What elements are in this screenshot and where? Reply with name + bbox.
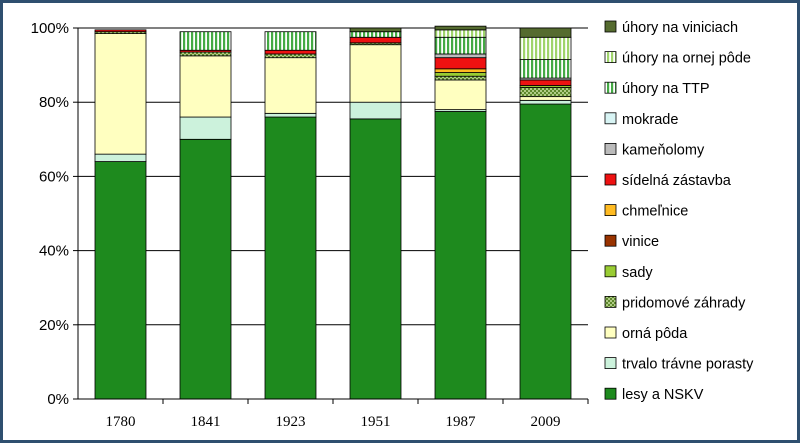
- x-tick-label: 1780: [106, 414, 136, 430]
- bar-segment-3-2009: [519, 86, 572, 98]
- legend-swatch: [604, 204, 617, 217]
- legend-swatch: [604, 387, 617, 400]
- x-tick-label: 1841: [191, 414, 221, 430]
- legend-swatch: [604, 326, 617, 339]
- y-tick-label: 100%: [31, 20, 69, 37]
- legend-swatch: [604, 142, 617, 155]
- bar-segment-3-1841: [179, 51, 232, 57]
- legend-label: vinice: [622, 234, 659, 250]
- bar-segment-0-1780: [94, 161, 147, 400]
- legend-swatch: [604, 265, 617, 278]
- y-tick-label: 80%: [39, 94, 69, 111]
- bar-segment-1-1841: [179, 116, 232, 140]
- bar-segment-12-1987: [434, 25, 487, 31]
- legend-swatch: [604, 295, 617, 308]
- bar-segment-1-1923: [264, 112, 317, 118]
- x-tick-label: 1987: [446, 414, 477, 430]
- bar-segment-10-1923: [264, 31, 317, 51]
- stacked-bar-chart: 0% 20% 40% 60% 80% 100% 1780 1841 1923 1951 1987 20…: [31, 20, 754, 430]
- bar-segment-3-1923: [264, 53, 317, 59]
- bar-segment-2-1923: [264, 57, 317, 114]
- legend: úhory na viniciach úhory na ornej pôde úho…: [604, 20, 754, 403]
- bar-segment-1-1951: [349, 101, 402, 120]
- bar-segment-10-1841: [179, 31, 232, 51]
- x-tick-label: 1951: [361, 414, 391, 430]
- bars: [94, 25, 572, 400]
- bar-segment-11-2009: [519, 36, 572, 60]
- bar-segment-11-1987: [434, 29, 487, 38]
- legend-label: trvalo trávne porasty: [622, 357, 754, 373]
- bar-segment-2-1841: [179, 55, 232, 118]
- legend-swatch: [604, 234, 617, 247]
- bar-segment-10-1987: [434, 36, 487, 55]
- y-tick-label: 40%: [39, 243, 69, 260]
- x-tick-label: 1923: [276, 414, 306, 430]
- bar-segment-7-1987: [434, 57, 487, 70]
- legend-label: orná pôda: [622, 326, 688, 342]
- bar-segment-7-2009: [519, 79, 572, 86]
- bar-segment-10-2009: [519, 59, 572, 79]
- bar-segment-1-1780: [94, 153, 147, 162]
- legend-label: chmeľnice: [622, 204, 688, 220]
- bar-segment-10-1951: [349, 31, 402, 38]
- bar-segment-0-1987: [434, 111, 487, 400]
- gridlines: [78, 27, 588, 326]
- bar-segment-0-1923: [264, 116, 317, 400]
- legend-label: pridomové záhrady: [622, 295, 746, 311]
- legend-label: úhory na TTP: [622, 81, 710, 97]
- bar-segment-0-1841: [179, 138, 232, 400]
- bar-segment-2-2009: [519, 96, 572, 101]
- legend-swatch: [604, 81, 617, 94]
- bar-segment-0-2009: [519, 103, 572, 400]
- bar-segment-6-1987: [434, 68, 487, 73]
- x-tick-label: 2009: [531, 414, 561, 430]
- bar-segment-7-1780: [94, 29, 147, 33]
- bar-segment-2-1987: [434, 79, 487, 111]
- bar-segment-3-1987: [434, 75, 487, 81]
- bar-segment-12-1951: [349, 27, 402, 33]
- legend-swatch: [604, 51, 617, 63]
- legend-swatch: [604, 173, 617, 186]
- y-tick-label: 60%: [39, 168, 69, 185]
- y-tick-label: 20%: [39, 317, 69, 334]
- legend-label: sady: [622, 265, 653, 281]
- bar-segment-7-1923: [264, 49, 317, 55]
- y-tick-label: 0%: [47, 391, 69, 408]
- legend-label: lesy a NSKV: [622, 387, 704, 403]
- legend-label: mokrade: [622, 112, 678, 128]
- bar-segment-1-2009: [519, 99, 572, 105]
- bar-segment-8-1987: [434, 53, 487, 59]
- legend-swatch: [604, 357, 617, 370]
- bar-segment-2-1780: [94, 33, 147, 155]
- bar-segment-0-1951: [349, 118, 402, 400]
- legend-label: kameňolomy: [622, 142, 705, 158]
- legend-label: úhory na viniciach: [622, 20, 738, 36]
- bar-segment-2-1951: [349, 44, 402, 103]
- legend-swatch: [604, 20, 617, 33]
- legend-label: sídelná zástavba: [622, 173, 732, 189]
- bar-segment-7-1951: [349, 36, 402, 44]
- bar-segment-12-2009: [519, 27, 572, 38]
- legend-swatch: [604, 112, 617, 125]
- bar-segment-4-1987: [434, 72, 487, 77]
- axes: 0% 20% 40% 60% 80% 100% 1780 1841 1923 1951 1987 20…: [31, 20, 589, 430]
- legend-label: úhory na ornej pôde: [622, 51, 751, 67]
